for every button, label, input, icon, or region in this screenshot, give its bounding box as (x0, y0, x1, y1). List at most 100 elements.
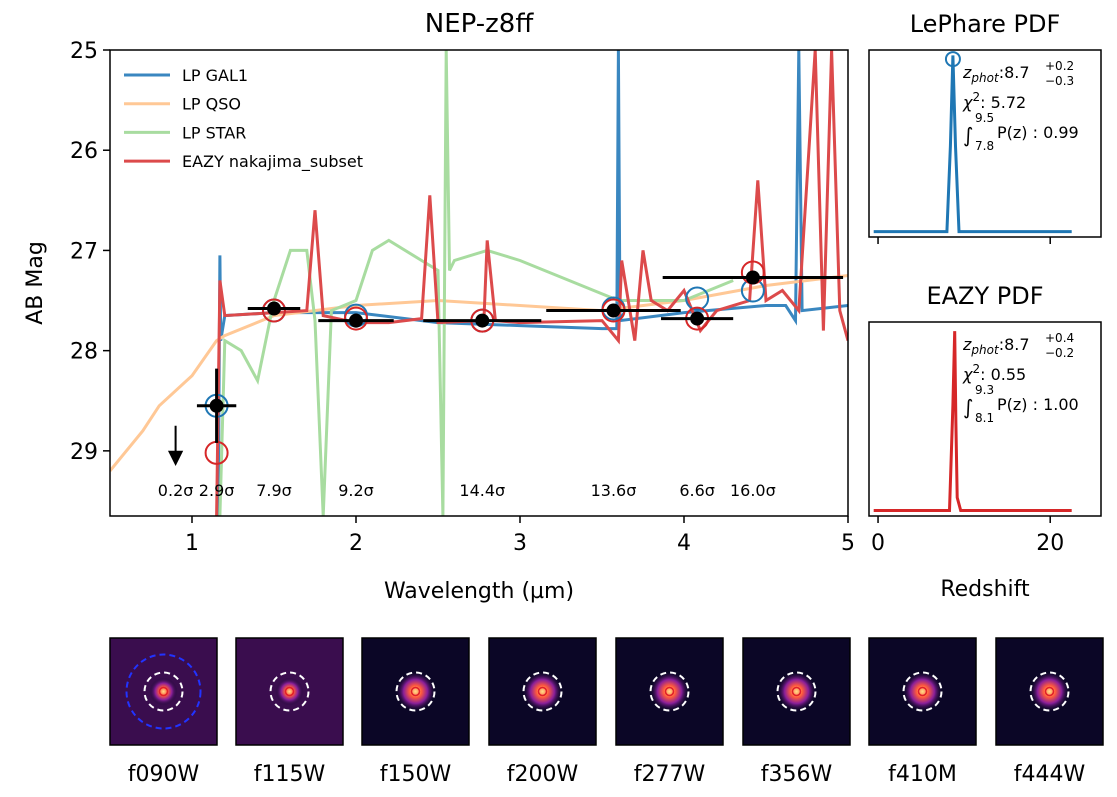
legend-label: EAZY nakajima_subset (182, 152, 363, 172)
z-symbol: z (962, 335, 972, 354)
y-tick-label: 25 (70, 39, 98, 64)
filter-label: f410M (888, 762, 957, 787)
snr-label: 2.9σ (199, 481, 235, 500)
upper-limit-arrow (167, 425, 184, 467)
pdf-line (873, 55, 1072, 234)
aperture (649, 671, 690, 712)
plot-area (110, 50, 848, 516)
center-marker (664, 686, 675, 697)
z-symbol: z (962, 63, 972, 82)
y-tick-label: 28 (70, 340, 98, 365)
chi-value: : 5.72 (980, 93, 1026, 112)
aperture (269, 671, 310, 712)
aperture-large (125, 653, 202, 730)
center-marker (410, 686, 421, 697)
thumbnail (109, 637, 218, 746)
filter-label: f277W (634, 762, 706, 787)
z-lower: −0.3 (1045, 74, 1074, 88)
source-glow (776, 671, 817, 712)
model-point (685, 286, 710, 311)
axes-frame (868, 49, 1102, 238)
filter-label: f150W (380, 762, 452, 787)
integral-symbol: ∫ (963, 395, 973, 419)
x-tick-label: 0 (871, 531, 885, 556)
integral-lower: 8.1 (975, 411, 994, 425)
center-marker (537, 686, 548, 697)
filter-label: f356W (761, 762, 833, 787)
peak-marker (944, 51, 961, 68)
aperture (522, 671, 563, 712)
zphot-annotation: zphot:8.7 (962, 63, 1030, 85)
model-point (344, 306, 368, 331)
spectrum-line (218, 50, 734, 516)
source-glow (149, 677, 178, 706)
chi2-annotation: χ2: 0.55 (962, 362, 1026, 384)
filter-label: f090W (128, 762, 200, 787)
chi2-annotation: χ2: 5.72 (962, 90, 1026, 112)
legend-label: LP QSO (182, 95, 241, 114)
source-glow (1029, 671, 1070, 712)
snr-label: 6.6σ (679, 481, 715, 500)
x-tick-label: 5 (841, 531, 855, 556)
axes-frame (109, 49, 849, 517)
photometry-point (209, 398, 224, 413)
photometry-point (475, 313, 490, 328)
x-tick-label: 1 (185, 531, 199, 556)
model-point (262, 298, 286, 323)
source-glow (395, 671, 436, 712)
legend-label: LP GAL1 (182, 66, 248, 85)
photometry-point (349, 313, 363, 328)
pz-annotation: P(z) : 0.99 (997, 123, 1079, 142)
x-tick-label: 3 (513, 531, 527, 556)
axes-frame (868, 321, 1102, 517)
aperture (395, 671, 436, 712)
z-value: :8.7 (999, 63, 1030, 82)
snr-label: 7.9σ (256, 481, 292, 500)
center-marker (791, 686, 802, 697)
integral-upper: 9.5 (975, 111, 994, 125)
x-axis-label: Wavelength (µm) (384, 579, 574, 604)
snr-label: 0.2σ (158, 481, 194, 500)
chi-symbol: χ (962, 365, 973, 384)
x-tick-label: 4 (677, 531, 691, 556)
chart-title: EAZY PDF (926, 282, 1043, 310)
center-marker (1044, 686, 1055, 697)
integral-upper: 9.3 (975, 383, 994, 397)
snr-label: 14.4σ (459, 481, 505, 500)
aperture (902, 671, 943, 712)
photometry-point (690, 311, 705, 326)
center-marker (158, 686, 169, 697)
aperture (776, 671, 817, 712)
photometry-point (606, 303, 621, 318)
integral-lower: 7.8 (975, 139, 994, 153)
snr-label: 16.0σ (730, 481, 776, 500)
z-upper: +0.4 (1045, 331, 1074, 345)
source-glow (902, 671, 943, 712)
photometry-point (267, 301, 281, 316)
aperture (143, 671, 184, 712)
center-marker (284, 686, 295, 697)
z-upper: +0.2 (1045, 59, 1074, 73)
y-axis-label: AB Mag (23, 241, 48, 325)
source-glow (275, 677, 304, 706)
z-subscript: phot (970, 71, 1000, 85)
filter-label: f115W (254, 762, 326, 787)
aperture (1029, 671, 1070, 712)
snr-label: 13.6σ (591, 481, 637, 500)
y-tick-label: 29 (70, 440, 98, 465)
z-subscript: phot (970, 343, 1000, 357)
z-value: :8.7 (999, 335, 1030, 354)
pz-annotation: P(z) : 1.00 (997, 395, 1079, 414)
center-marker (917, 686, 928, 697)
chart-title: NEP-z8ff (425, 9, 535, 39)
chi-symbol: χ (962, 93, 973, 112)
filter-label: f444W (1014, 762, 1086, 787)
chi-superscript: 2 (972, 90, 980, 104)
pdf-line (873, 331, 1072, 512)
y-tick-label: 27 (70, 239, 98, 264)
filter-label: f200W (507, 762, 579, 787)
zphot-annotation: zphot:8.7 (962, 335, 1030, 357)
y-tick-label: 26 (70, 139, 98, 164)
x-axis-label: Redshift (940, 577, 1030, 602)
